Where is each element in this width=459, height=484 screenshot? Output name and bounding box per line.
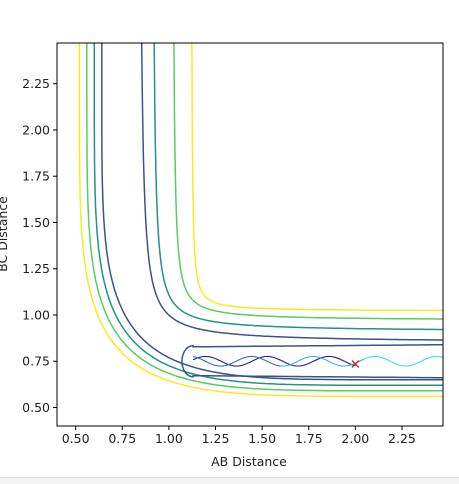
- y-tick-label: 1.25: [22, 261, 50, 276]
- x-tick-label: 1.25: [202, 431, 230, 446]
- x-tick-label: 0.75: [108, 431, 136, 446]
- contour-outer-1: [78, 43, 443, 398]
- trajectory: [192, 355, 443, 367]
- contour-inner-well: [181, 343, 443, 379]
- contour-inner-2: [173, 43, 443, 320]
- x-tick-label: 2.00: [341, 431, 369, 446]
- y-tick-label: 2.25: [22, 76, 50, 91]
- x-axis-ticks: 0.50 0.75 1.00 1.25 1.50 1.75 2.00 2.25: [62, 426, 416, 446]
- x-tick-label: 1.00: [155, 431, 183, 446]
- trajectory-outbound-2: [280, 355, 365, 367]
- contour-inner-1: [191, 43, 443, 312]
- x-axis-label: AB Distance: [211, 454, 287, 469]
- contour-outer-2: [86, 43, 443, 392]
- trajectory-outbound-1: [193, 355, 281, 367]
- y-tick-label: 1.00: [22, 307, 50, 322]
- x-tick-label: 1.50: [248, 431, 276, 446]
- y-tick-label: 1.75: [22, 169, 50, 184]
- trajectory-inbound: [192, 355, 356, 367]
- plot-area: [57, 43, 443, 426]
- y-axis-ticks: 0.50 0.75 1.00 1.25 1.50 1.75 2.00 2.25: [22, 76, 57, 415]
- x-tick-label: 1.75: [295, 431, 323, 446]
- start-marker: [351, 360, 360, 369]
- x-tick-label: 0.50: [62, 431, 90, 446]
- y-tick-label: 2.00: [22, 122, 50, 137]
- contour-inner-3: [153, 43, 443, 331]
- marker-layer: [351, 360, 360, 369]
- trajectory-outbound-3: [364, 355, 443, 367]
- bottom-strip: [0, 477, 459, 484]
- contour-outer-3: [93, 43, 443, 387]
- x-tick-label: 2.25: [388, 431, 416, 446]
- contour-inner-4: [140, 43, 443, 341]
- y-axis-label: BC Distance: [0, 196, 10, 272]
- contour-lines: [78, 43, 443, 398]
- plot-frame: [56, 42, 444, 427]
- y-tick-label: 0.75: [22, 354, 50, 369]
- y-tick-label: 1.50: [22, 215, 50, 230]
- y-tick-label: 0.50: [22, 400, 50, 415]
